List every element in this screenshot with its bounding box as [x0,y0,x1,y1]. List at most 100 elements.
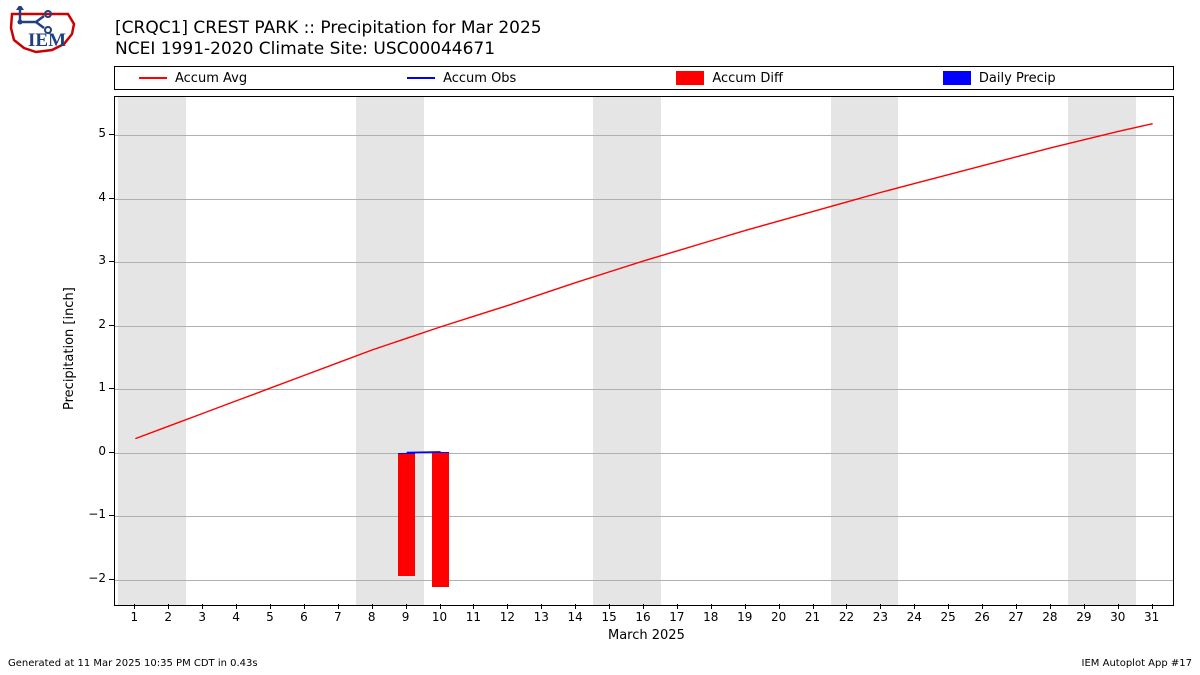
xtick-mark [1084,604,1085,609]
y-axis-label: Precipitation [inch] [62,287,77,410]
xtick-mark [440,604,441,609]
xtick-mark [236,604,237,609]
xtick-label: 8 [364,610,380,624]
xtick-mark [507,604,508,609]
ytick-mark [109,579,114,580]
line-layer [115,97,1173,605]
legend: Accum Avg Accum Obs Accum Diff Daily Pre… [114,66,1174,90]
xtick-mark [1050,604,1051,609]
footer-appname: IEM Autoplot App #17 [1082,658,1192,669]
xtick-mark [541,604,542,609]
xtick-mark [982,604,983,609]
xtick-label: 1 [126,610,142,624]
xtick-mark [134,604,135,609]
ytick-label: 4 [98,190,106,204]
xtick-mark [846,604,847,609]
legend-label: Daily Precip [979,71,1056,86]
x-axis-label: March 2025 [608,628,685,643]
line-series [407,452,441,453]
ytick-label: −2 [88,571,106,585]
xtick-label: 22 [838,610,854,624]
xtick-mark [643,604,644,609]
ytick-mark [109,261,114,262]
xtick-mark [168,604,169,609]
title-line-1: [CRQC1] CREST PARK :: Precipitation for … [115,18,542,39]
legend-swatch [139,77,167,79]
xtick-label: 7 [330,610,346,624]
xtick-mark [406,604,407,609]
xtick-label: 16 [635,610,651,624]
xtick-mark [338,604,339,609]
xtick-label: 28 [1042,610,1058,624]
xtick-mark [677,604,678,609]
xtick-mark [711,604,712,609]
svg-text:IEM: IEM [28,30,66,51]
legend-swatch [676,71,704,85]
chart-plot-area [114,96,1174,606]
xtick-label: 5 [262,610,278,624]
xtick-label: 10 [432,610,448,624]
legend-item-accum-obs: Accum Obs [407,71,516,86]
legend-item-daily-precip: Daily Precip [943,71,1056,86]
xtick-mark [813,604,814,609]
ytick-mark [109,452,114,453]
xtick-label: 9 [398,610,414,624]
legend-swatch [407,77,435,79]
ytick-label: 0 [98,444,106,458]
ytick-mark [109,134,114,135]
xtick-mark [948,604,949,609]
xtick-mark [270,604,271,609]
xtick-mark [372,604,373,609]
xtick-mark [609,604,610,609]
iem-logo: IEM [6,6,80,62]
xtick-label: 4 [228,610,244,624]
xtick-label: 6 [296,610,312,624]
xtick-label: 17 [669,610,685,624]
xtick-label: 24 [906,610,922,624]
xtick-label: 27 [1008,610,1024,624]
xtick-mark [880,604,881,609]
xtick-mark [914,604,915,609]
xtick-label: 13 [533,610,549,624]
chart-title: [CRQC1] CREST PARK :: Precipitation for … [115,18,542,61]
ytick-mark [109,325,114,326]
legend-swatch [943,71,971,85]
xtick-label: 15 [601,610,617,624]
xtick-label: 3 [194,610,210,624]
xtick-label: 26 [974,610,990,624]
xtick-mark [202,604,203,609]
ytick-mark [109,515,114,516]
xtick-mark [473,604,474,609]
xtick-mark [304,604,305,609]
ytick-mark [109,198,114,199]
xtick-mark [745,604,746,609]
xtick-mark [1152,604,1153,609]
ytick-label: −1 [88,507,106,521]
legend-item-accum-avg: Accum Avg [139,71,247,86]
ytick-label: 2 [98,317,106,331]
ytick-label: 3 [98,253,106,267]
xtick-label: 18 [703,610,719,624]
xtick-label: 21 [805,610,821,624]
xtick-label: 14 [567,610,583,624]
legend-label: Accum Obs [443,71,516,86]
ytick-label: 5 [98,126,106,140]
legend-label: Accum Diff [712,71,783,86]
xtick-label: 2 [160,610,176,624]
xtick-mark [1016,604,1017,609]
xtick-label: 20 [771,610,787,624]
xtick-label: 19 [737,610,753,624]
xtick-mark [575,604,576,609]
xtick-label: 25 [940,610,956,624]
xtick-label: 23 [872,610,888,624]
legend-item-accum-diff: Accum Diff [676,71,783,86]
xtick-label: 29 [1076,610,1092,624]
ytick-label: 1 [98,380,106,394]
ytick-mark [109,388,114,389]
xtick-mark [779,604,780,609]
footer-generated: Generated at 11 Mar 2025 10:35 PM CDT in… [8,658,258,669]
xtick-label: 12 [499,610,515,624]
xtick-label: 31 [1144,610,1160,624]
line-series [135,124,1152,439]
xtick-mark [1118,604,1119,609]
